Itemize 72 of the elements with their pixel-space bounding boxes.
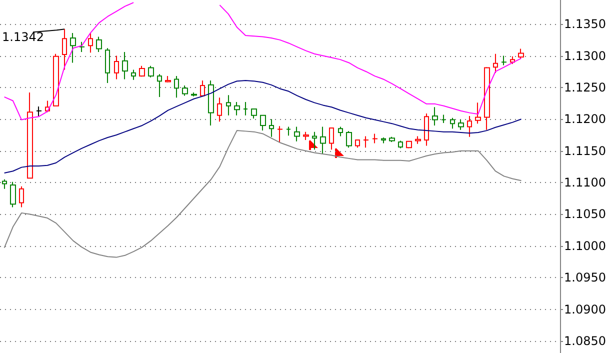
candlestick (226, 94, 231, 116)
candlestick (286, 126, 291, 136)
candlestick (114, 55, 119, 80)
candlestick (70, 32, 76, 64)
candlestick (493, 53, 498, 74)
candlestick (27, 92, 33, 179)
candlestick (363, 136, 369, 148)
candlestick (510, 56, 515, 65)
candlestick (53, 53, 59, 106)
candlestick (441, 114, 446, 124)
y-tick-label: 1.0900 (564, 302, 606, 316)
candlestick (260, 114, 266, 132)
y-tick-label: 1.1300 (564, 48, 606, 63)
candlestick (484, 66, 490, 130)
candlestick (19, 186, 24, 208)
candlestick (389, 136, 395, 142)
candlestick (139, 65, 145, 78)
candlestick (406, 140, 412, 149)
candlestick (467, 115, 472, 138)
y-tick-label: 1.1350 (564, 17, 606, 32)
candlestick (208, 80, 214, 126)
candlestick (243, 102, 248, 116)
candlestick (381, 137, 386, 144)
candlestick (312, 131, 317, 150)
candlestick (501, 55, 507, 66)
candlestick (294, 126, 300, 142)
candlestick (458, 119, 464, 130)
candlestick (424, 112, 429, 146)
candlestick (62, 28, 67, 70)
candlestick (415, 136, 421, 144)
candlestick (303, 131, 309, 141)
candlestick (79, 41, 85, 52)
candlestick (131, 69, 136, 80)
candlestick (105, 48, 110, 84)
candlestick (320, 126, 326, 154)
candlestick (200, 80, 205, 96)
y-tick-label: 1.1050 (564, 207, 606, 222)
y-tick-label: 1.1000 (564, 238, 606, 253)
candlestick (432, 106, 438, 126)
candlestick (174, 76, 179, 98)
candlestick (182, 85, 188, 96)
candlestick (355, 140, 360, 148)
candlestick (10, 181, 16, 208)
candlestick (217, 97, 222, 122)
candlestick (165, 76, 171, 83)
candlestick (329, 128, 334, 150)
candlestick (88, 32, 93, 54)
y-tick-label: 1.1100 (564, 176, 606, 190)
y-tick-label: 1.1250 (564, 80, 606, 94)
candlestick (518, 48, 524, 60)
candlestick (234, 102, 240, 116)
candlestick (157, 74, 162, 98)
candlestick (398, 140, 403, 149)
y-tick-label: 1.0850 (564, 334, 606, 348)
candlestick (475, 102, 481, 124)
candlestick (338, 126, 343, 137)
annotation: 1.1342 (2, 30, 44, 44)
candlestick (277, 126, 283, 144)
candlestick (269, 118, 274, 138)
candlestick (346, 130, 352, 148)
y-tick-label: 1.1200 (564, 112, 606, 126)
candlestick (191, 92, 197, 97)
candlestick (450, 117, 455, 130)
candlestick (251, 108, 257, 120)
candlestick (148, 65, 154, 78)
candlestick (36, 106, 42, 116)
candlestick (122, 51, 128, 80)
candlestick (96, 36, 102, 52)
y-tick-label: 1.0950 (564, 270, 606, 285)
y-tick-label: 1.1150 (564, 144, 606, 158)
candlestick (372, 133, 378, 144)
line-series (4, 80, 522, 174)
